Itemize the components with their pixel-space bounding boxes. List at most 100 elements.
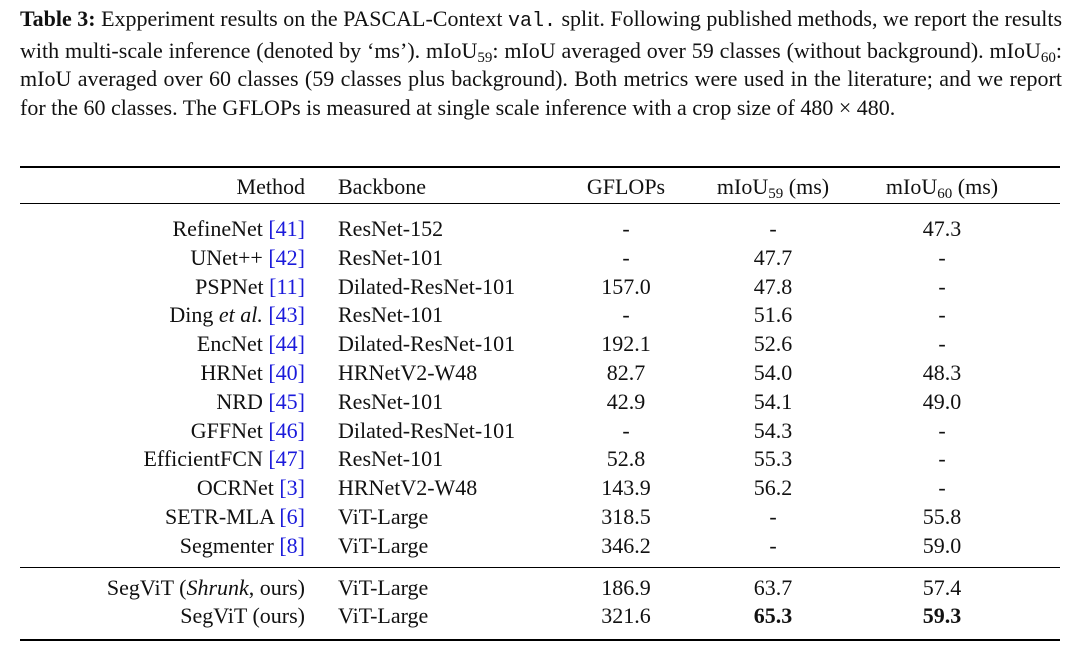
miou59-cell: - [769, 504, 777, 529]
backbone-cell: ResNet-101 [338, 302, 444, 328]
caption-sub: 59 [477, 49, 493, 66]
method-cell: GFFNet [46] [191, 417, 305, 445]
method-cell: SegViT (Shrunk, ours) [107, 574, 305, 602]
miou59-cell: - [769, 532, 777, 558]
method-cell: PSPNet [11] [195, 273, 305, 301]
backbone-cell: HRNetV2-W48 [338, 475, 478, 501]
caption-sub: 60 [1040, 49, 1056, 66]
method-cell: SETR-MLA [6] [165, 503, 305, 531]
miou60-cell: 55.8 [922, 504, 962, 529]
caption-code: val. [507, 10, 556, 33]
method-text: Segmenter [179, 532, 280, 558]
citation: [45] [268, 388, 305, 414]
header-cell: mIoU59 (ms) [673, 173, 873, 202]
method-text: Shrunk [186, 574, 249, 600]
method-text: PSPNet [195, 273, 270, 299]
backbone-cell: ResNet-101 [338, 244, 444, 270]
citation: [44] [268, 331, 305, 357]
method-text: GFFNet [190, 417, 269, 443]
backbone-cell: HRNetV2-W48 [338, 360, 478, 385]
method-text: SegViT ( [106, 574, 187, 600]
method-text: Ding [169, 302, 219, 328]
method-cell: RefineNet [41] [172, 215, 305, 243]
caption-text: : mIoU averaged over 59 classes (without… [492, 37, 1041, 63]
miou60-cell: 57.4 [922, 574, 962, 600]
gflops-cell: 52.8 [606, 446, 646, 472]
gflops-cell: - [622, 244, 630, 270]
miou60-cell: 59.0 [922, 532, 962, 558]
miou59-cell: 51.6 [753, 302, 793, 328]
miou60-cell: - [938, 331, 946, 357]
header-text: (ms) [952, 174, 999, 199]
header-text: mIoU [716, 174, 769, 199]
gflops-cell: 143.9 [601, 475, 651, 501]
rule [20, 639, 1060, 642]
caption-text: : mIoU averaged over 60 classes (59 clas… [20, 37, 1068, 121]
citation: [11] [269, 273, 305, 299]
method-text: OCRNet [196, 475, 280, 501]
header-text: (ms) [783, 174, 830, 199]
citation: [41] [268, 216, 305, 241]
miou59-cell: 47.8 [753, 273, 793, 299]
citation: [46] [268, 417, 305, 443]
miou59-cell: 54.0 [753, 360, 793, 385]
citation: [47] [268, 446, 305, 472]
miou60-cell: - [938, 475, 946, 501]
header-text: Method [236, 174, 305, 199]
method-text: SegViT (ours) [180, 603, 305, 629]
backbone-cell: Dilated-ResNet-101 [338, 331, 516, 357]
miou60-cell: - [938, 417, 946, 443]
method-cell: EncNet [44] [197, 330, 305, 358]
citation: [3] [279, 475, 305, 501]
citation: [43] [268, 302, 305, 328]
method-text: UNet++ [190, 244, 269, 270]
miou59-cell: 54.1 [753, 388, 793, 414]
backbone-cell: ViT-Large [338, 574, 429, 600]
gflops-cell: 192.1 [601, 331, 651, 357]
miou59-cell: 47.7 [753, 244, 793, 270]
caption-text: Expperiment results on the PASCAL-Contex… [95, 6, 508, 31]
header-text: Backbone [338, 174, 426, 199]
gflops-cell: - [622, 302, 630, 328]
miou59-cell: 65.3 [753, 603, 793, 629]
miou59-cell: 56.2 [753, 475, 793, 501]
miou59-cell: 52.6 [753, 331, 793, 357]
method-text: SETR-MLA [165, 504, 280, 529]
caption-text: split. Following published methods, we r… [20, 6, 1068, 63]
citation: [8] [279, 532, 305, 558]
backbone-cell: ViT-Large [338, 532, 429, 558]
miou60-cell: 48.3 [922, 360, 962, 385]
backbone-cell: ViT-Large [338, 603, 429, 629]
method-text: RefineNet [172, 216, 269, 241]
gflops-cell: - [622, 417, 630, 443]
gflops-cell: 186.9 [601, 574, 651, 600]
method-text: , ours) [248, 574, 305, 600]
backbone-cell: Dilated-ResNet-101 [338, 273, 516, 299]
miou60-cell: 47.3 [922, 216, 962, 241]
miou60-cell: 59.3 [922, 603, 962, 629]
miou60-cell: - [938, 446, 946, 472]
method-cell: Segmenter [8] [180, 532, 305, 560]
rule [20, 203, 1060, 204]
method-cell: HRNet [40] [201, 359, 305, 387]
gflops-cell: 346.2 [601, 532, 651, 558]
method-cell: NRD [45] [216, 388, 305, 416]
miou59-cell: 54.3 [753, 417, 793, 443]
miou59-cell: - [769, 216, 777, 241]
header-text: mIoU [885, 174, 938, 199]
rule [20, 166, 1060, 168]
gflops-cell: 157.0 [601, 273, 651, 299]
citation: [40] [268, 360, 305, 385]
gflops-cell: 82.7 [606, 360, 646, 385]
backbone-cell: Dilated-ResNet-101 [338, 417, 516, 443]
header-sub: 59 [768, 186, 784, 202]
header-cell: Backbone [338, 173, 426, 201]
miou60-cell: - [938, 302, 946, 328]
method-text: EncNet [196, 331, 269, 357]
gflops-cell: 321.6 [601, 603, 651, 629]
miou60-cell: - [938, 273, 946, 299]
method-cell: EfficientFCN [47] [143, 445, 305, 473]
header-text: GFLOPs [586, 174, 666, 199]
method-cell: SegViT (ours) [180, 602, 305, 630]
